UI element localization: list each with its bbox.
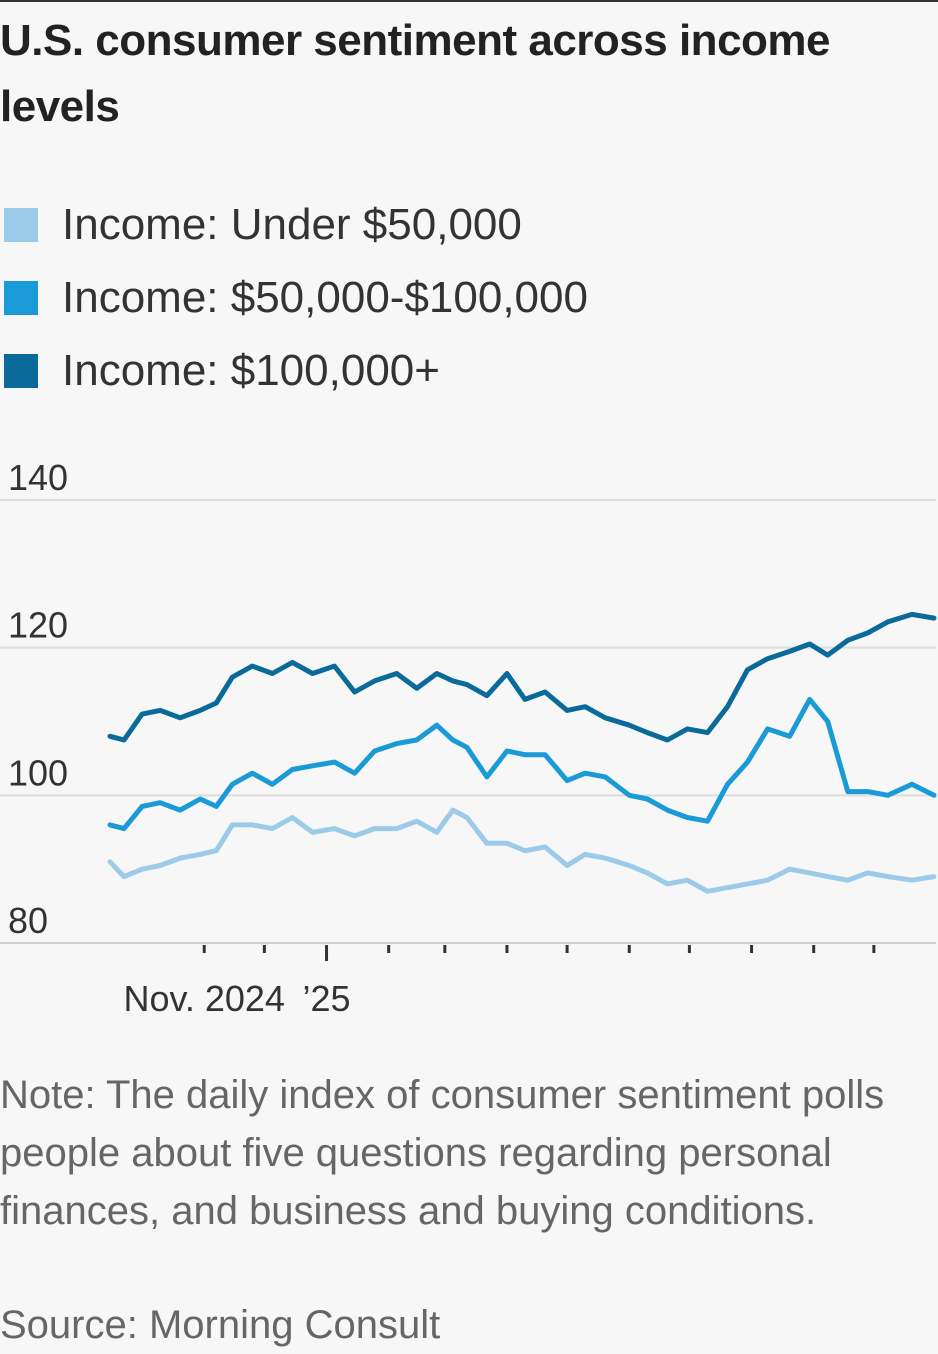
- legend-swatch-under-50k: [4, 207, 38, 242]
- chart-source: Source: Morning Consult: [0, 1303, 441, 1347]
- x-tick-label-0: Nov. 2024: [124, 978, 285, 1019]
- y-tick-label-120: 120: [8, 605, 68, 646]
- chart-note: Note: The daily index of consumer sentim…: [0, 1073, 885, 1233]
- top-rule: [0, 0, 938, 2]
- x-tick-label-1: ’25: [303, 978, 351, 1019]
- y-tick-label-80: 80: [8, 900, 48, 941]
- legend-item-50k-100k: Income: $50,000-$100,000: [4, 261, 588, 334]
- series-line-100k-plus: [107, 611, 937, 743]
- line-chart: 80 100 120 140 Nov. 2024 ’25: [0, 457, 937, 1019]
- legend-item-100k-plus: Income: $100,000+: [4, 334, 588, 407]
- y-tick-label-100: 100: [8, 752, 68, 793]
- legend-swatch-100k-plus: [4, 353, 38, 388]
- y-tick-label-140: 140: [8, 457, 68, 498]
- series-line-50k-100k: [107, 696, 937, 832]
- legend-item-under-50k: Income: Under $50,000: [4, 188, 588, 261]
- legend-swatch-50k-100k: [4, 280, 38, 315]
- legend: Income: Under $50,000 Income: $50,000-$1…: [4, 188, 588, 407]
- chart-title: U.S. consumer sentiment across income le…: [0, 16, 831, 131]
- legend-label-50k-100k: Income: $50,000-$100,000: [62, 272, 588, 322]
- series-line-under-50k: [107, 807, 937, 894]
- legend-label-100k-plus: Income: $100,000+: [62, 345, 440, 395]
- legend-label-under-50k: Income: Under $50,000: [62, 199, 522, 249]
